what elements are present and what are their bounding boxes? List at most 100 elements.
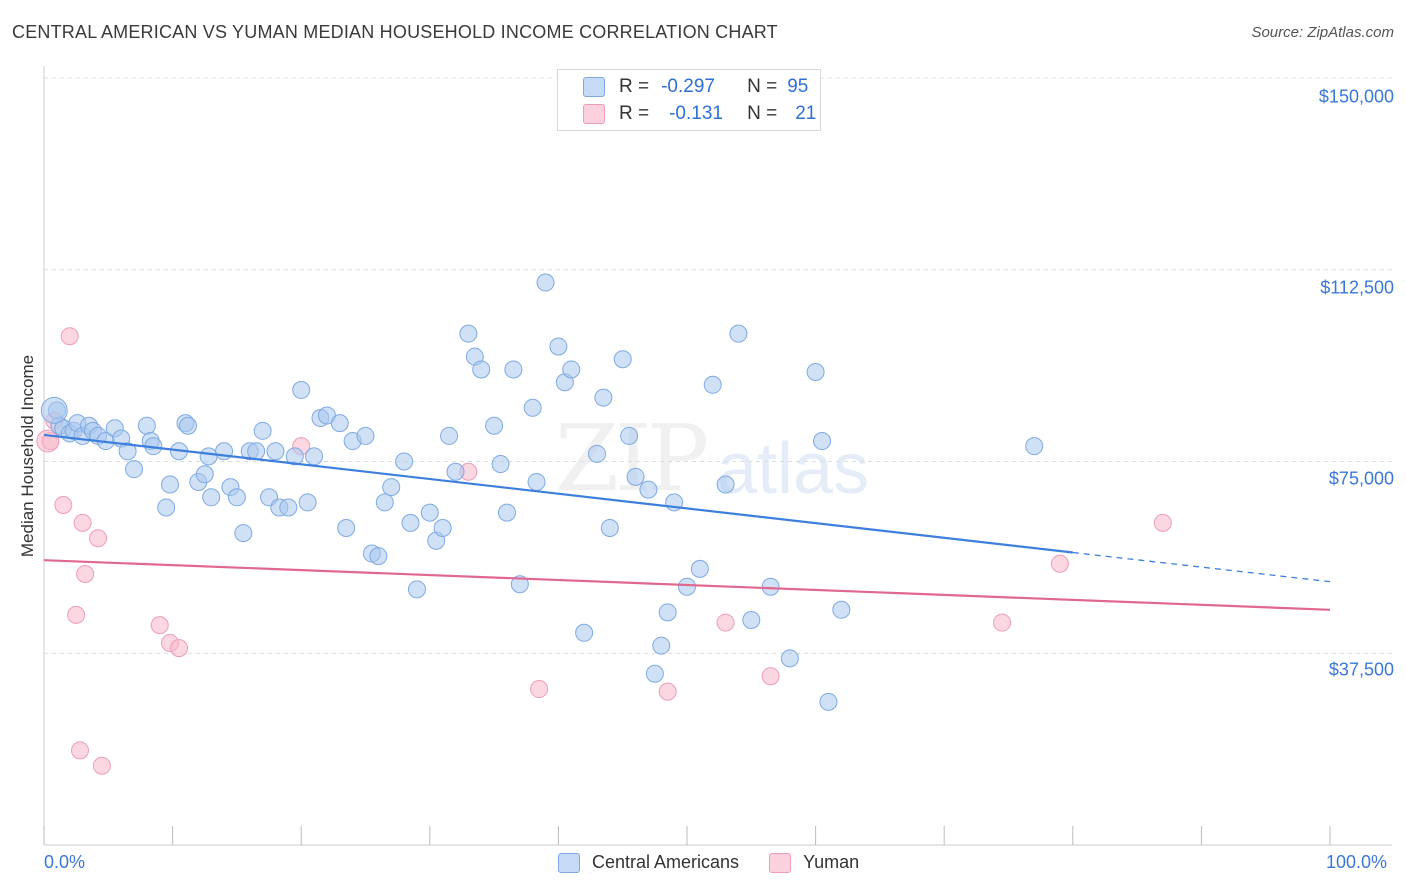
central-american-point bbox=[703, 375, 722, 394]
central-american-point bbox=[742, 611, 761, 630]
yuman-point bbox=[71, 741, 90, 760]
central-american-point bbox=[536, 273, 555, 292]
central-american-point bbox=[407, 580, 426, 599]
series-label-yuman: Yuman bbox=[803, 852, 860, 872]
central-american-point bbox=[395, 452, 414, 471]
yuman-point bbox=[761, 667, 780, 686]
central-american-point bbox=[485, 416, 504, 435]
legend-n-label: N = bbox=[747, 76, 778, 97]
central-american-point bbox=[279, 498, 298, 517]
central-american-point bbox=[761, 577, 780, 596]
central-american-point bbox=[382, 478, 401, 497]
central-american-point bbox=[157, 498, 176, 517]
central-american-point bbox=[179, 416, 198, 435]
central-americans-trend-extension bbox=[1072, 551, 1331, 583]
central-american-point bbox=[161, 475, 180, 494]
central-american-point bbox=[369, 547, 388, 566]
central-american-point bbox=[652, 636, 671, 655]
legend-r-value: -0.297 bbox=[661, 76, 715, 97]
central-american-point bbox=[298, 493, 317, 512]
central-american-point bbox=[658, 603, 677, 622]
central-american-point bbox=[330, 414, 349, 433]
central-american-point bbox=[1025, 437, 1044, 456]
central-american-point bbox=[459, 324, 478, 343]
series-label-central-americans: Central Americans bbox=[592, 852, 740, 872]
y-tick-label: $112,500 bbox=[1320, 277, 1394, 298]
central-american-point bbox=[227, 488, 246, 507]
yuman-point bbox=[89, 529, 108, 548]
central-americans-trend-line bbox=[43, 433, 1073, 554]
yuman-points bbox=[36, 327, 1172, 775]
central-american-point bbox=[613, 350, 632, 369]
central-american-point bbox=[234, 524, 253, 543]
chart-title: CENTRAL AMERICAN VS YUMAN MEDIAN HOUSEHO… bbox=[12, 22, 778, 42]
y-axis-label: Median Household Income bbox=[18, 354, 37, 558]
yuman-point bbox=[1050, 554, 1069, 573]
central-american-point bbox=[600, 518, 619, 537]
central-american-point bbox=[575, 623, 594, 642]
series-swatch-blue bbox=[558, 852, 580, 873]
central-american-point bbox=[620, 426, 639, 445]
yuman-point bbox=[76, 564, 95, 583]
series-swatch-pink bbox=[769, 852, 792, 873]
central-american-point bbox=[523, 398, 542, 417]
yuman-point bbox=[716, 613, 735, 632]
central-american-point bbox=[253, 421, 272, 440]
yuman-point bbox=[658, 682, 677, 701]
central-american-point bbox=[690, 559, 709, 578]
yuman-point bbox=[73, 513, 92, 532]
central-american-point bbox=[401, 513, 420, 532]
central-american-point bbox=[446, 462, 465, 481]
central-american-point bbox=[118, 442, 137, 461]
y-tick-label: $75,000 bbox=[1328, 468, 1394, 489]
legend-row-central-americans: R = -0.297 N = 95 bbox=[558, 74, 808, 100]
central-american-point bbox=[247, 442, 266, 461]
legend-n-value: 95 bbox=[787, 76, 809, 97]
central-american-point bbox=[337, 518, 356, 537]
legend-n-value: 21 bbox=[795, 103, 817, 124]
central-american-point bbox=[562, 360, 581, 379]
legend-swatch-pink bbox=[583, 104, 605, 124]
yuman-point bbox=[92, 756, 111, 775]
central-american-point bbox=[806, 363, 825, 382]
central-american-point bbox=[678, 577, 696, 596]
central-american-point bbox=[202, 488, 221, 507]
central-american-point bbox=[819, 692, 838, 711]
central-american-point bbox=[305, 447, 324, 466]
central-american-point bbox=[125, 460, 144, 479]
central-american-point bbox=[40, 396, 68, 424]
central-american-point bbox=[626, 467, 645, 486]
central-american-point bbox=[292, 380, 311, 399]
legend-row-yuman: R = -0.131 N = 21 bbox=[558, 101, 816, 127]
yuman-point bbox=[150, 616, 169, 635]
yuman-point bbox=[1153, 513, 1172, 532]
central-american-point bbox=[356, 426, 375, 445]
stats-legend: R = -0.297 N = 95 R = -0.131 N = 21 bbox=[557, 69, 821, 131]
central-american-point bbox=[195, 465, 214, 484]
x-tick-label-max: 100.0% bbox=[1326, 852, 1388, 872]
axes bbox=[43, 66, 1392, 846]
legend-swatch-blue bbox=[583, 77, 605, 97]
central-american-point bbox=[813, 432, 832, 451]
source-label: Source: ZipAtlas.com bbox=[1251, 24, 1394, 41]
central-american-point bbox=[375, 493, 394, 512]
central-american-point bbox=[199, 447, 218, 466]
yuman-point bbox=[993, 613, 1012, 632]
central-american-point bbox=[639, 480, 658, 499]
x-tick-label-min: 0.0% bbox=[44, 852, 86, 872]
central-american-point bbox=[729, 324, 748, 343]
yuman-trend-line bbox=[43, 559, 1331, 611]
yuman-point bbox=[60, 327, 79, 346]
central-american-point bbox=[472, 360, 491, 379]
y-tick-label: $150,000 bbox=[1318, 86, 1394, 107]
central-american-point bbox=[491, 455, 510, 474]
central-american-point bbox=[527, 472, 546, 491]
central-american-point bbox=[645, 664, 664, 683]
central-american-point bbox=[266, 442, 285, 461]
watermark-zip: ZIP bbox=[555, 405, 709, 512]
y-tick-label: $37,500 bbox=[1328, 659, 1394, 680]
yuman-point bbox=[54, 495, 73, 514]
central-american-point bbox=[504, 360, 523, 379]
central-american-point bbox=[497, 503, 516, 522]
